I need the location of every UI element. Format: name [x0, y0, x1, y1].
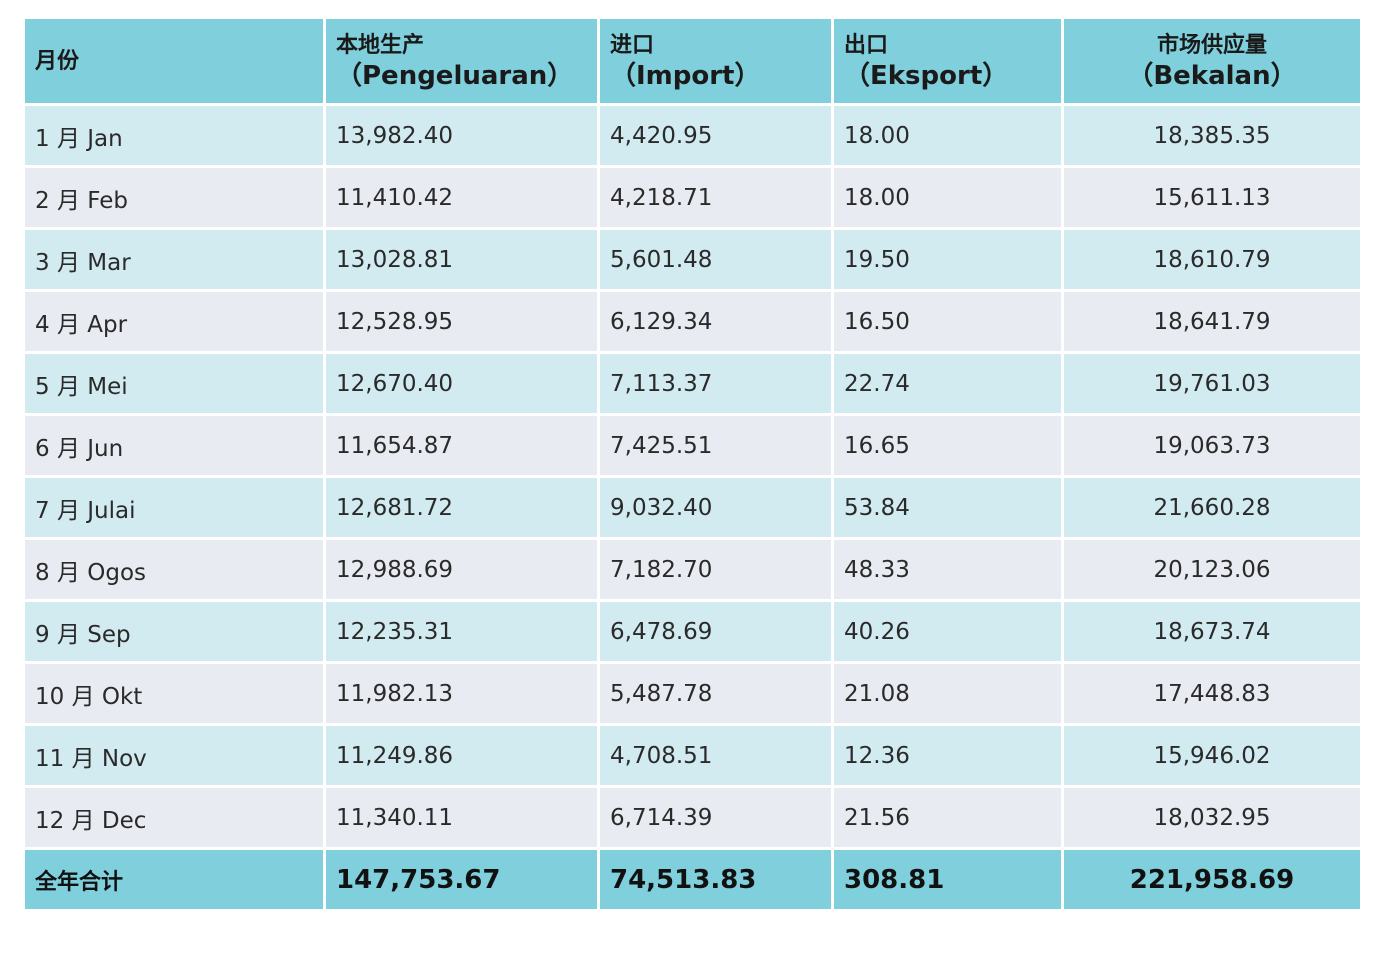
header-market-supply-cn: 市场供应量 — [1156, 33, 1267, 58]
table-row: 6 月 Jun 11,654.87 7,425.51 16.65 19,063.… — [22, 413, 1363, 478]
header-row: 月份 本地生产 （Pengeluaran） 进口 （Import） 出口 （Ek… — [22, 16, 1363, 106]
cell-import: 6,714.39 — [597, 785, 834, 850]
header-local-production-cn: 本地生产 — [336, 33, 425, 58]
cell-month: 11 月 Nov — [22, 723, 326, 788]
market-supply-table: 月份 本地生产 （Pengeluaran） 进口 （Import） 出口 （Ek… — [22, 16, 1363, 912]
header-month: 月份 — [22, 16, 326, 106]
total-import: 74,513.83 — [597, 847, 834, 912]
header-local-production: 本地生产 （Pengeluaran） — [323, 16, 600, 106]
header-market-supply-ms: （Bekalan） — [1127, 61, 1297, 91]
cell-supply: 18,385.35 — [1061, 103, 1363, 168]
cell-production: 11,982.13 — [323, 661, 600, 726]
cell-export: 16.65 — [831, 413, 1064, 478]
cell-import: 5,487.78 — [597, 661, 834, 726]
cell-export: 18.00 — [831, 165, 1064, 230]
cell-import: 6,478.69 — [597, 599, 834, 664]
cell-export: 22.74 — [831, 351, 1064, 416]
cell-month: 1 月 Jan — [22, 103, 326, 168]
cell-supply: 18,641.79 — [1061, 289, 1363, 354]
cell-supply: 18,032.95 — [1061, 785, 1363, 850]
table-row: 4 月 Apr 12,528.95 6,129.34 16.50 18,641.… — [22, 289, 1363, 354]
cell-production: 13,982.40 — [323, 103, 600, 168]
table-row: 9 月 Sep 12,235.31 6,478.69 40.26 18,673.… — [22, 599, 1363, 664]
cell-supply: 20,123.06 — [1061, 537, 1363, 602]
cell-supply: 15,611.13 — [1061, 165, 1363, 230]
table-row: 5 月 Mei 12,670.40 7,113.37 22.74 19,761.… — [22, 351, 1363, 416]
header-export-cn: 出口 — [844, 33, 889, 58]
cell-export: 16.50 — [831, 289, 1064, 354]
cell-import: 4,218.71 — [597, 165, 834, 230]
cell-export: 12.36 — [831, 723, 1064, 788]
header-market-supply: 市场供应量 （Bekalan） — [1061, 16, 1363, 106]
table-header: 月份 本地生产 （Pengeluaran） 进口 （Import） 出口 （Ek… — [22, 16, 1363, 106]
cell-import: 4,708.51 — [597, 723, 834, 788]
cell-month: 2 月 Feb — [22, 165, 326, 230]
table-row: 12 月 Dec 11,340.11 6,714.39 21.56 18,032… — [22, 785, 1363, 850]
cell-import: 7,425.51 — [597, 413, 834, 478]
cell-supply: 15,946.02 — [1061, 723, 1363, 788]
cell-export: 21.56 — [831, 785, 1064, 850]
cell-production: 12,670.40 — [323, 351, 600, 416]
cell-month: 12 月 Dec — [22, 785, 326, 850]
cell-supply: 21,660.28 — [1061, 475, 1363, 540]
header-import: 进口 （Import） — [597, 16, 834, 106]
cell-production: 12,988.69 — [323, 537, 600, 602]
cell-month: 3 月 Mar — [22, 227, 326, 292]
cell-supply: 19,063.73 — [1061, 413, 1363, 478]
cell-import: 7,182.70 — [597, 537, 834, 602]
table-row: 7 月 Julai 12,681.72 9,032.40 53.84 21,66… — [22, 475, 1363, 540]
cell-production: 11,410.42 — [323, 165, 600, 230]
cell-supply: 18,673.74 — [1061, 599, 1363, 664]
cell-production: 13,028.81 — [323, 227, 600, 292]
header-import-cn: 进口 — [610, 33, 655, 58]
supply-table-container: 月份 本地生产 （Pengeluaran） 进口 （Import） 出口 （Ek… — [22, 16, 1363, 912]
total-label: 全年合计 — [22, 847, 326, 912]
table-row: 8 月 Ogos 12,988.69 7,182.70 48.33 20,123… — [22, 537, 1363, 602]
header-export: 出口 （Eksport） — [831, 16, 1064, 106]
total-production: 147,753.67 — [323, 847, 600, 912]
cell-month: 9 月 Sep — [22, 599, 326, 664]
cell-supply: 17,448.83 — [1061, 661, 1363, 726]
table-row: 11 月 Nov 11,249.86 4,708.51 12.36 15,946… — [22, 723, 1363, 788]
cell-export: 48.33 — [831, 537, 1064, 602]
cell-production: 11,340.11 — [323, 785, 600, 850]
cell-month: 8 月 Ogos — [22, 537, 326, 602]
cell-production: 11,249.86 — [323, 723, 600, 788]
cell-month: 7 月 Julai — [22, 475, 326, 540]
total-row: 全年合计 147,753.67 74,513.83 308.81 221,958… — [22, 847, 1363, 912]
table-row: 10 月 Okt 11,982.13 5,487.78 21.08 17,448… — [22, 661, 1363, 726]
cell-month: 5 月 Mei — [22, 351, 326, 416]
cell-production: 12,528.95 — [323, 289, 600, 354]
cell-month: 10 月 Okt — [22, 661, 326, 726]
cell-import: 7,113.37 — [597, 351, 834, 416]
cell-supply: 19,761.03 — [1061, 351, 1363, 416]
cell-import: 5,601.48 — [597, 227, 834, 292]
cell-production: 12,681.72 — [323, 475, 600, 540]
table-row: 1 月 Jan 13,982.40 4,420.95 18.00 18,385.… — [22, 103, 1363, 168]
cell-export: 21.08 — [831, 661, 1064, 726]
cell-production: 11,654.87 — [323, 413, 600, 478]
table-body: 1 月 Jan 13,982.40 4,420.95 18.00 18,385.… — [22, 103, 1363, 850]
table-row: 3 月 Mar 13,028.81 5,601.48 19.50 18,610.… — [22, 227, 1363, 292]
cell-export: 18.00 — [831, 103, 1064, 168]
cell-import: 6,129.34 — [597, 289, 834, 354]
cell-import: 4,420.95 — [597, 103, 834, 168]
cell-export: 40.26 — [831, 599, 1064, 664]
cell-supply: 18,610.79 — [1061, 227, 1363, 292]
cell-export: 53.84 — [831, 475, 1064, 540]
table-footer: 全年合计 147,753.67 74,513.83 308.81 221,958… — [22, 847, 1363, 912]
cell-import: 9,032.40 — [597, 475, 834, 540]
header-import-ms: （Import） — [610, 61, 761, 91]
cell-month: 4 月 Apr — [22, 289, 326, 354]
table-row: 2 月 Feb 11,410.42 4,218.71 18.00 15,611.… — [22, 165, 1363, 230]
cell-production: 12,235.31 — [323, 599, 600, 664]
total-supply: 221,958.69 — [1061, 847, 1363, 912]
total-export: 308.81 — [831, 847, 1064, 912]
header-export-ms: （Eksport） — [844, 61, 1009, 91]
cell-month: 6 月 Jun — [22, 413, 326, 478]
header-local-production-ms: （Pengeluaran） — [336, 61, 574, 91]
cell-export: 19.50 — [831, 227, 1064, 292]
